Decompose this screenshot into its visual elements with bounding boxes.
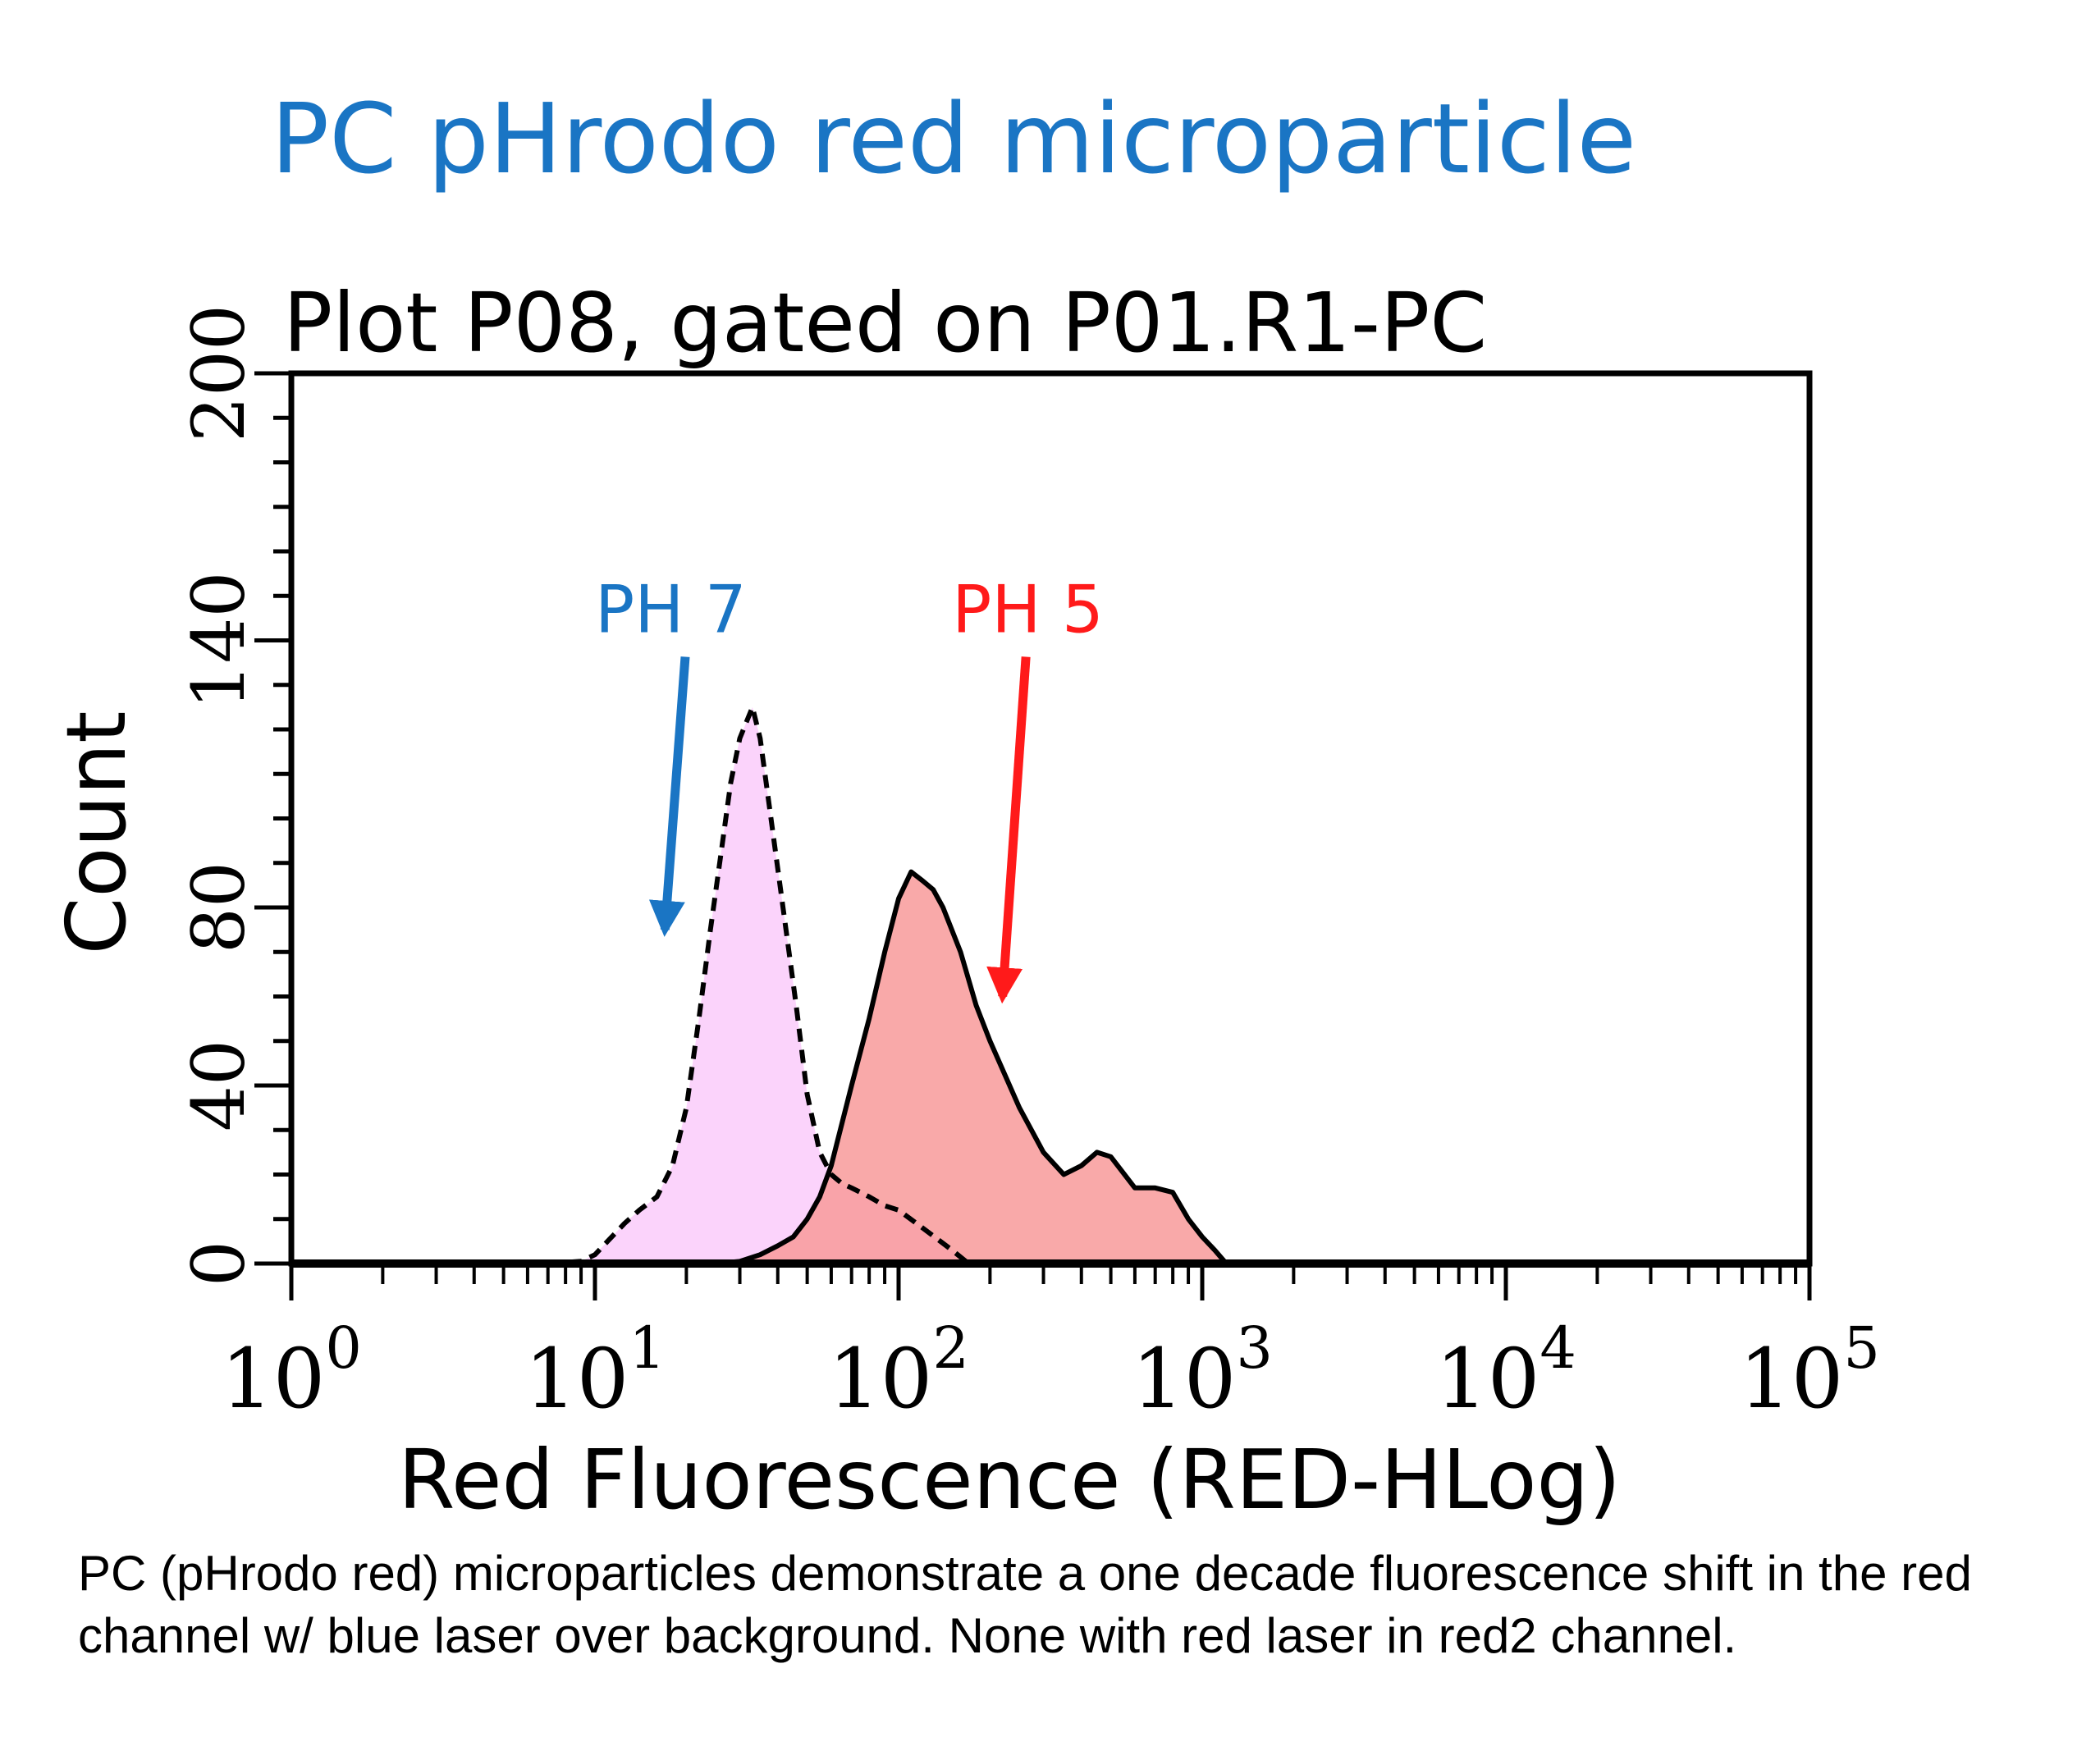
histogram-chart: Plot P08, gated on P01.R1-PC 04080140200…	[48, 275, 1880, 1526]
annotation-arrow	[986, 656, 1031, 1004]
x-tick-exponent: 3	[1236, 1314, 1273, 1382]
annotation-arrow	[648, 656, 690, 937]
series-layer	[547, 704, 1228, 1266]
x-tick-exponent: 4	[1540, 1314, 1576, 1382]
chart-title: Plot P08, gated on P01.R1-PC	[283, 275, 1487, 371]
x-tick-exponent: 2	[932, 1314, 969, 1382]
series-fill-ph-5	[716, 871, 1227, 1264]
series-line-ph-7	[547, 704, 971, 1266]
x-tick-exponent: 1	[629, 1314, 666, 1382]
page-title: PC pHrodo red microparticle	[271, 82, 1637, 195]
x-tick-exponent: 0	[325, 1314, 362, 1382]
figure-caption: PC (pHrodo red) microparticles demonstra…	[78, 1546, 1972, 1663]
x-tick-base: 10	[1739, 1331, 1843, 1427]
x-tick-label: 105	[1739, 1314, 1880, 1427]
y-tick-label: 80	[176, 862, 261, 953]
y-tick-label: 200	[176, 304, 261, 442]
x-tick-label: 104	[1435, 1314, 1576, 1427]
x-tick-base: 10	[828, 1331, 932, 1427]
y-tick-label: 0	[176, 1241, 261, 1287]
x-tick-label: 102	[828, 1314, 969, 1427]
series-line-ph-5	[715, 869, 1228, 1266]
axes-layer	[254, 370, 1813, 1300]
annotation-label: PH 7	[595, 572, 747, 648]
plot-frame	[288, 370, 1813, 1267]
series-fill-ph-7	[547, 706, 969, 1264]
x-tick-base: 10	[524, 1331, 629, 1427]
annotation-label: PH 5	[952, 572, 1104, 648]
x-tick-base: 10	[221, 1331, 325, 1427]
y-tick-label: 40	[176, 1040, 261, 1131]
y-tick-label: 140	[176, 572, 261, 710]
x-tick-exponent: 5	[1843, 1314, 1880, 1382]
x-tick-base: 10	[1132, 1331, 1236, 1427]
x-axis-label: Red Fluorescence (RED-HLog)	[398, 1432, 1621, 1526]
y-axis-label: Count	[48, 711, 144, 955]
x-tick-base: 10	[1435, 1331, 1540, 1427]
x-tick-label: 103	[1132, 1314, 1273, 1427]
x-tick-label: 100	[221, 1314, 362, 1427]
x-tick-label: 101	[524, 1314, 666, 1427]
